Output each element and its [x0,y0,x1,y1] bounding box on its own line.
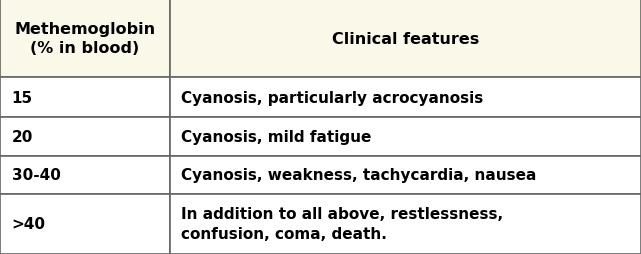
Bar [0,194,170,254]
Text: Cyanosis, particularly acrocyanosis: Cyanosis, particularly acrocyanosis [181,90,484,105]
Text: Clinical features: Clinical features [332,31,479,46]
Text: Cyanosis, mild fatigue: Cyanosis, mild fatigue [181,130,372,145]
Text: >40: >40 [12,216,46,231]
Bar [0,0,170,78]
Text: 15: 15 [12,90,33,105]
Bar [170,156,641,194]
Text: Cyanosis, weakness, tachycardia, nausea: Cyanosis, weakness, tachycardia, nausea [181,168,537,182]
Text: 20: 20 [12,130,33,145]
Text: Methemoglobin
(% in blood): Methemoglobin (% in blood) [14,22,156,56]
Bar [0,118,170,156]
Text: In addition to all above, restlessness,
confusion, coma, death.: In addition to all above, restlessness, … [181,207,504,241]
Bar [170,194,641,254]
Bar [170,118,641,156]
Bar [170,78,641,118]
Bar [170,0,641,78]
Text: 30-40: 30-40 [12,168,60,182]
Bar [0,78,170,118]
Bar [0,156,170,194]
